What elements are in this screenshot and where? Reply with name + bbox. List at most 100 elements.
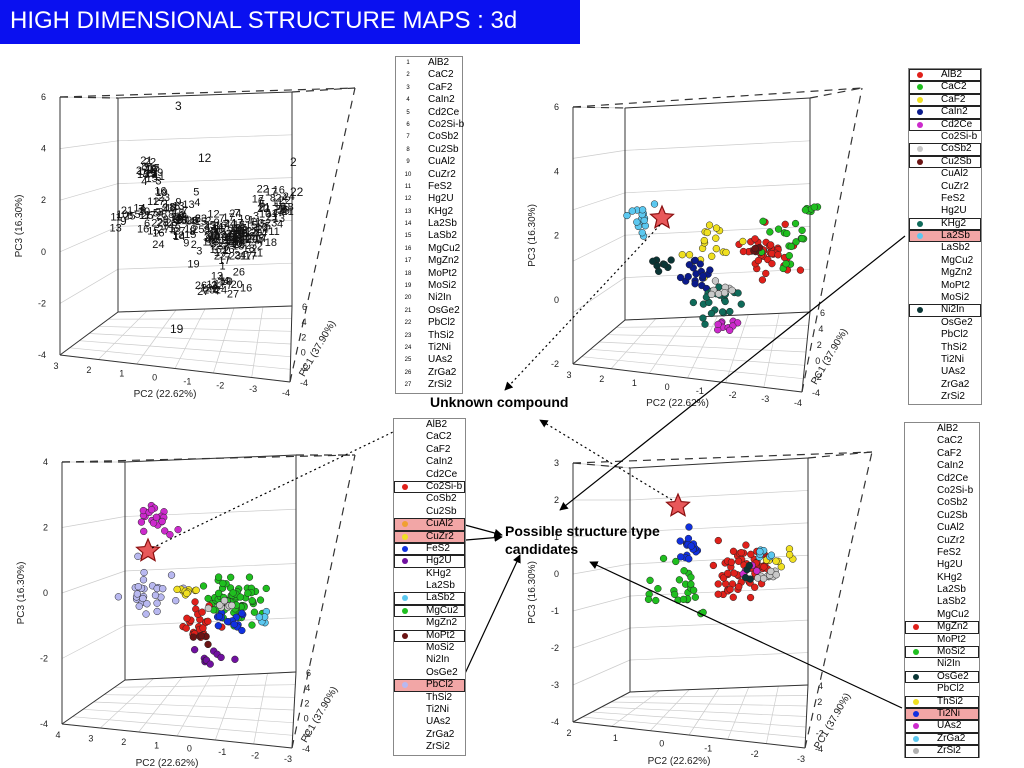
br-point-green xyxy=(670,590,679,599)
legend-label: MoSi2 xyxy=(426,642,455,654)
tl-point-label: 12 xyxy=(200,283,212,295)
panel-tl-gridline xyxy=(59,140,119,149)
legend-number: 12 xyxy=(404,196,412,203)
tl-point-label: 11 xyxy=(268,226,279,238)
legend-swatch xyxy=(913,735,919,742)
legend-row: CaIn2 xyxy=(905,460,979,472)
panel-bl-x-tick: -3 xyxy=(284,754,292,764)
tl-point-label: 7 xyxy=(138,203,144,215)
tl-point-label: 3 xyxy=(210,238,216,250)
tl-point-label: 17 xyxy=(214,279,226,291)
panel-tl-z-tick: -4 xyxy=(38,350,46,360)
tl-point-label: 16 xyxy=(176,214,188,226)
tl-point-label: 12 xyxy=(203,236,215,248)
tl-point-label: 19 xyxy=(169,223,181,235)
tl-point-label: 9 xyxy=(155,207,161,219)
arrow-pbcl2-to-candidates xyxy=(461,554,521,681)
bl-point-green xyxy=(214,573,223,581)
tl-point-label: 26 xyxy=(186,215,198,227)
legend-number: 10 xyxy=(404,171,412,178)
tl-point-label: 5 xyxy=(193,186,199,198)
panel-tl-edge xyxy=(59,311,119,356)
tl-point-label: 8 xyxy=(141,161,147,173)
tl-point-label: 12 xyxy=(236,224,248,236)
panel-br-gridline xyxy=(629,619,809,629)
legend-label: Co2Si-b xyxy=(941,130,978,142)
panel-br-edge xyxy=(629,684,809,693)
legend-number: 14 xyxy=(404,221,412,228)
panel-br-z-tick: -2 xyxy=(551,643,559,653)
legend-row: CaC2 xyxy=(394,431,465,443)
tl-point-label: 9 xyxy=(214,217,220,229)
tl-point-label: 7 xyxy=(277,207,283,219)
br-point-lightblue xyxy=(756,547,764,556)
legend-top-right: AlB2 CaC2 CaF2 CaIn2 Cd2Ce Co2Si-b CoSb2 Cu2Sb C… xyxy=(908,68,982,405)
legend-swatch xyxy=(913,649,919,656)
tr-point-yellow xyxy=(678,251,686,259)
legend-row: AlB2 xyxy=(909,69,981,82)
br-point-green xyxy=(690,586,698,594)
panel-tr-edge xyxy=(572,319,626,365)
tl-point-label: 22 xyxy=(257,203,269,215)
tl-point-label: 1 xyxy=(137,166,143,178)
legend-label: CaF2 xyxy=(941,93,966,105)
legend-row: 7 CoSb2 xyxy=(396,131,462,143)
tl-point-label: 15 xyxy=(207,236,219,248)
tl-point-label: 21 xyxy=(258,202,270,214)
tl-point-label: 19 xyxy=(225,237,237,249)
br-point-blue xyxy=(676,537,684,545)
tl-point-label: 16 xyxy=(152,227,164,239)
legend-swatch xyxy=(913,710,919,717)
tl-point-label: 14 xyxy=(162,220,174,232)
legend-top-left: 1 AlB2 2 CaC2 3 CaF2 4 CaIn2 5 Cd2Ce 6 Co2Si-b 7 CoSb… xyxy=(395,56,464,394)
legend-label: CuZr2 xyxy=(428,168,456,180)
tr-point-teal xyxy=(689,298,698,307)
legend-row: PbCl2 xyxy=(905,683,979,695)
br-point-blue xyxy=(685,555,693,563)
legend-label: CaIn2 xyxy=(937,460,964,472)
tl-point-label: 18 xyxy=(165,203,177,215)
legend-swatch xyxy=(917,233,923,240)
tl-point-label: 10 xyxy=(116,209,128,221)
legend-label: Ti2Ni xyxy=(941,353,964,365)
tl-point-label: 23 xyxy=(246,226,258,238)
legend-label: Ti2Ni xyxy=(426,703,449,715)
tl-point-label: 8 xyxy=(127,210,133,222)
tl-point-label: 17 xyxy=(218,255,230,267)
bl-point-lightgray xyxy=(228,601,236,610)
tr-point-red xyxy=(796,266,805,274)
legend-label: MgZn2 xyxy=(428,255,460,267)
tr-point-lightgray xyxy=(728,286,736,294)
bl-point-lavender xyxy=(167,571,176,579)
panel-tl-gridline xyxy=(59,226,119,253)
br-point-red xyxy=(730,569,738,577)
legend-label: MoPt2 xyxy=(937,633,966,645)
tl-point-label: 25 xyxy=(204,226,216,238)
tr-point-green xyxy=(785,252,793,260)
br-point-red xyxy=(714,580,722,588)
panel-br-z-tick: 1 xyxy=(554,532,559,542)
tl-point-label: 23 xyxy=(265,217,277,229)
legend-row: CaC2 xyxy=(905,435,979,447)
legend-number: 20 xyxy=(404,295,412,302)
tl-point-label: 22 xyxy=(211,280,223,292)
tr-point-green xyxy=(810,203,818,211)
bl-point-magenta xyxy=(148,506,156,514)
legend-row: OsGe2 xyxy=(394,667,465,679)
legend-number: 23 xyxy=(404,332,412,339)
tl-point-label: 6 xyxy=(282,204,288,216)
tl-point-label: 23 xyxy=(158,192,170,204)
legend-row: 4 CaIn2 xyxy=(396,94,462,106)
tr-point-darkteal xyxy=(654,267,663,276)
legend-swatch xyxy=(913,673,919,680)
legend-label: FeS2 xyxy=(941,192,965,204)
panel-tr-gridline xyxy=(624,183,811,194)
tr-point-navy xyxy=(685,261,694,269)
panel-tr-x-label: PC2 (22.62%) xyxy=(646,398,709,409)
tr-point-lightgray xyxy=(720,289,729,297)
tl-point-label: 4 xyxy=(257,236,263,248)
tr-point-magenta xyxy=(714,320,722,329)
tl-point-label: 8 xyxy=(168,209,174,221)
tl-point-label: 27 xyxy=(221,229,233,241)
tr-point-yellow xyxy=(712,224,721,232)
